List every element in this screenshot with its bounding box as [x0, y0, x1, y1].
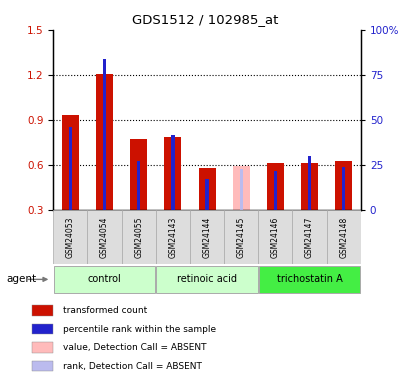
Bar [32, 324, 53, 334]
Bar [205, 178, 208, 210]
Text: GDS1512 / 102985_at: GDS1512 / 102985_at [131, 13, 278, 26]
FancyBboxPatch shape [121, 210, 155, 264]
Text: transformed count: transformed count [63, 306, 147, 315]
FancyBboxPatch shape [258, 266, 359, 293]
FancyBboxPatch shape [53, 210, 87, 264]
FancyBboxPatch shape [258, 210, 292, 264]
Bar [232, 166, 249, 210]
FancyBboxPatch shape [326, 210, 360, 264]
Text: GSM24147: GSM24147 [304, 216, 313, 258]
Bar [137, 161, 140, 210]
Bar [96, 74, 113, 210]
FancyBboxPatch shape [292, 210, 326, 264]
Bar [103, 58, 106, 210]
FancyBboxPatch shape [155, 210, 189, 264]
FancyBboxPatch shape [156, 266, 257, 293]
Bar [300, 163, 317, 210]
Bar [171, 135, 174, 210]
Text: retinoic acid: retinoic acid [177, 274, 236, 284]
Text: GSM24143: GSM24143 [168, 216, 177, 258]
Bar [32, 361, 53, 371]
Text: agent: agent [6, 274, 36, 284]
Text: GSM24055: GSM24055 [134, 216, 143, 258]
Bar [266, 163, 283, 210]
Text: GSM24145: GSM24145 [236, 216, 245, 258]
FancyBboxPatch shape [189, 210, 224, 264]
Bar [164, 136, 181, 210]
Text: GSM24148: GSM24148 [338, 217, 347, 258]
Text: rank, Detection Call = ABSENT: rank, Detection Call = ABSENT [63, 362, 201, 370]
Bar [130, 139, 147, 210]
FancyBboxPatch shape [224, 210, 258, 264]
Text: GSM24053: GSM24053 [66, 216, 75, 258]
Bar [334, 160, 351, 210]
Bar [69, 127, 72, 210]
Bar [239, 169, 242, 210]
Bar [273, 171, 276, 210]
Bar [32, 305, 53, 316]
Bar [307, 156, 310, 210]
Text: percentile rank within the sample: percentile rank within the sample [63, 324, 216, 333]
Text: trichostatin A: trichostatin A [276, 274, 342, 284]
Bar [32, 342, 53, 353]
Text: control: control [88, 274, 121, 284]
Bar [62, 115, 79, 210]
FancyBboxPatch shape [87, 210, 121, 264]
Text: GSM24144: GSM24144 [202, 216, 211, 258]
FancyBboxPatch shape [54, 266, 155, 293]
Bar [341, 166, 344, 210]
Text: value, Detection Call = ABSENT: value, Detection Call = ABSENT [63, 343, 206, 352]
Text: GSM24054: GSM24054 [100, 216, 109, 258]
Text: GSM24146: GSM24146 [270, 216, 279, 258]
Bar [198, 168, 215, 210]
